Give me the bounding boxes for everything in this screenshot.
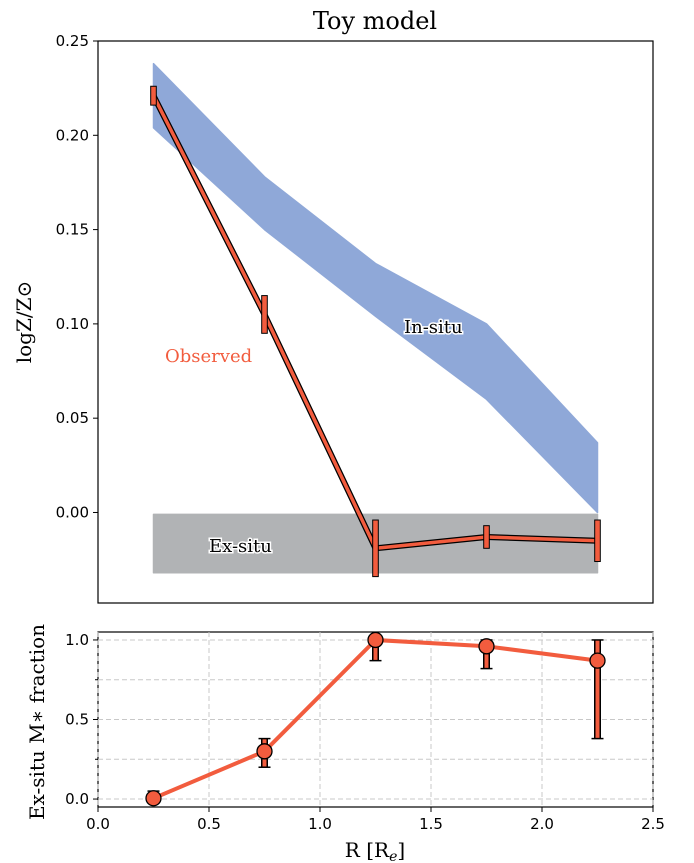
observed-errorbar — [372, 519, 379, 578]
observed-label: Observed — [165, 346, 252, 367]
top-plot-frame — [97, 40, 654, 604]
top-y-tick-label: 0.15 — [56, 221, 89, 239]
band-in-situ — [152, 62, 599, 514]
top-y-axis-ticks: 0.25 0.20 0.15 0.10 0.05 0.00 — [56, 32, 98, 521]
fraction-point — [367, 631, 384, 649]
bottom-x-tick-label: 1.0 — [308, 815, 332, 833]
top-y-axis-label: logZ/Z⊙ — [12, 281, 36, 364]
fraction-point — [145, 790, 162, 807]
observed-errorbar — [150, 85, 157, 106]
bottom-x-tick-label: 1.5 — [419, 815, 443, 833]
bottom-x-tick-label: 0.5 — [197, 815, 221, 833]
bottom-y-tick-label: 0.5 — [65, 711, 89, 729]
fraction-point — [478, 638, 495, 655]
top-series — [150, 85, 601, 578]
observed-errorbar — [483, 525, 490, 549]
bottom-y-tick-label: 1.0 — [65, 631, 89, 649]
ex-situ-label: Ex-situ — [209, 536, 272, 557]
bottom-x-tick-label: 2.0 — [530, 815, 554, 833]
bottom-y-tick-label: 0.0 — [65, 790, 89, 808]
bottom-series — [145, 631, 606, 807]
top-y-tick-label: 0.10 — [56, 315, 89, 333]
in-situ-label: In-situ — [404, 317, 463, 338]
observed-errorbar — [261, 295, 268, 334]
fraction-point — [256, 743, 273, 760]
bottom-y-axis-label: Ex-situ M∗ fraction — [25, 624, 49, 820]
top-bands — [152, 62, 599, 574]
chart-title: Toy model — [313, 7, 437, 35]
top-y-tick-label: 0.20 — [56, 126, 89, 144]
top-y-tick-label: 0.00 — [56, 503, 89, 521]
bottom-x-tick-label: 2.5 — [641, 815, 665, 833]
bottom-x-axis-ticks: 0.0 0.5 1.0 1.5 2.0 2.5 — [86, 807, 665, 833]
bottom-y-axis-ticks: 0.0 0.5 1.0 — [65, 631, 98, 808]
top-y-tick-label: 0.05 — [56, 409, 89, 427]
observed-errorbar — [594, 519, 601, 563]
bottom-x-axis-label: R [Re] — [345, 838, 405, 863]
bottom-x-tick-label: 0.0 — [86, 815, 110, 833]
top-y-tick-label: 0.25 — [56, 32, 89, 50]
fraction-point — [589, 652, 606, 669]
bottom-grid — [97, 632, 654, 807]
